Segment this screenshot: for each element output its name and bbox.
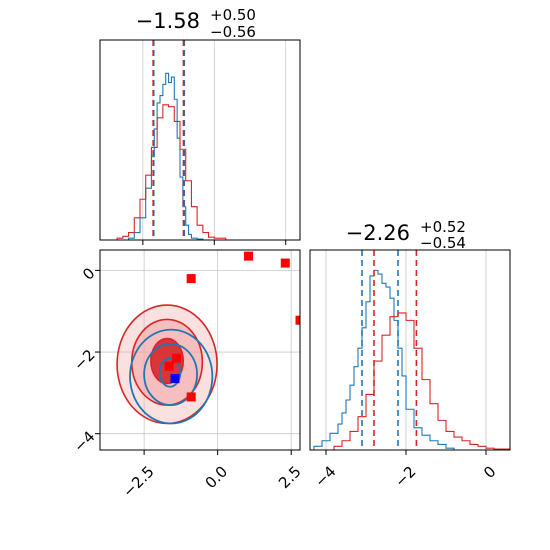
bottom-left-xtick-label-1: 0.0 xyxy=(202,462,232,492)
bottom-right-ticks: −4 −2 0 xyxy=(311,450,500,491)
blue-marker-0 xyxy=(170,374,180,384)
bottom-right-xtick-label-0: −4 xyxy=(311,462,339,490)
red-marker-3 xyxy=(295,315,300,325)
bottom-left-ytick-label-2: −4 xyxy=(70,427,98,455)
top-left-title-lower: −0.56 xyxy=(210,23,256,41)
bottom-left-frame xyxy=(99,249,301,451)
top-left-grid xyxy=(142,40,287,240)
top-left-ticks xyxy=(142,240,287,245)
bottom-left-ytick-label-1: −2 xyxy=(70,346,98,374)
bottom-right-frame xyxy=(309,249,511,451)
blue-contour-1 xyxy=(143,342,198,407)
top-left-hist-blue xyxy=(128,72,209,240)
red-marker-2 xyxy=(280,258,290,268)
top-left-title-upper: +0.50 xyxy=(210,6,256,24)
red-marker-0 xyxy=(186,274,196,284)
panel-top-left: −1.58 +0.50 −0.56 xyxy=(99,6,301,245)
bottom-right-grid xyxy=(325,250,487,450)
bottom-left-scatter xyxy=(116,251,300,425)
bottom-right-title-lower: −0.54 xyxy=(420,234,466,252)
bottom-right-xtick-label-1: −2 xyxy=(391,462,419,490)
bottom-right-title-value: −2.26 xyxy=(346,221,410,245)
bottom-left-xtick-label-2: 2.5 xyxy=(275,462,305,492)
bottom-right-histograms xyxy=(313,250,510,450)
panel-bottom-left: −2.5 0.0 2.5 0 −2 −4 xyxy=(70,249,305,501)
bottom-left-xtick-label-0: −2.5 xyxy=(119,462,157,500)
red-marker-4 xyxy=(171,353,181,363)
blue-contour-0 xyxy=(158,357,182,388)
top-left-title-value: −1.58 xyxy=(136,9,200,33)
blue-contour-2 xyxy=(129,328,214,425)
panel-bottom-right: −2.26 +0.52 −0.54 −4 −2 0 xyxy=(309,218,511,491)
top-left-frame xyxy=(99,39,301,241)
top-left-histograms xyxy=(116,40,227,240)
bottom-left-ytick-label-0: 0 xyxy=(79,264,98,283)
bottom-right-title-upper: +0.52 xyxy=(420,218,466,236)
red-marker-5 xyxy=(164,361,174,371)
bottom-right-hist-red xyxy=(333,312,510,450)
red-marker-1 xyxy=(244,251,254,261)
bottom-right-hist-blue xyxy=(313,269,455,450)
bottom-right-xtick-label-2: 0 xyxy=(480,462,499,481)
top-left-hist-red xyxy=(116,104,227,240)
red-marker-6 xyxy=(186,392,196,402)
